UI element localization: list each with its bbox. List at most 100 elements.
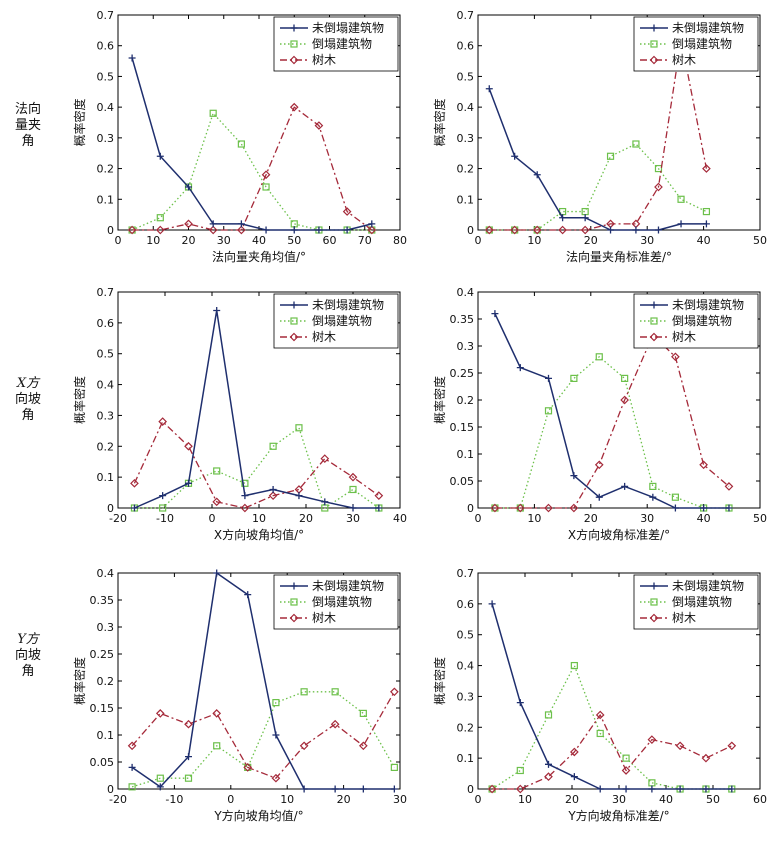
legend-marker [649,332,659,342]
x-tick-label: -10 [156,512,174,525]
data-point [390,785,398,793]
y-tick-label: 0.15 [90,702,115,715]
data-point [295,492,303,500]
data-point [209,109,217,117]
data-point [570,472,578,480]
data-point [488,600,496,608]
x-tick-label: 20 [299,512,313,525]
data-point [594,460,604,470]
data-point [622,785,630,793]
x-tick-label: 50 [706,793,720,806]
row-label-normal-angle: 法向 量夹 角 [8,102,48,150]
data-point [570,773,578,781]
series-line-3 [489,38,708,231]
data-point [330,719,340,729]
y-tick-label: 0 [107,783,114,796]
data-point [487,784,497,794]
x-tick-label: 20 [584,512,598,525]
y-axis-label: 概率密度 [432,657,447,705]
series-line-2 [489,143,707,231]
y-tick-label: 0.4 [97,379,115,392]
data-point [727,741,737,751]
y-tick-label: 0.35 [450,313,475,326]
row-label-line: Y方 [17,632,39,647]
x-tick-label: 50 [287,234,301,247]
x-tick-label: 0 [209,512,216,525]
data-point [213,569,221,577]
data-point [159,504,167,512]
data-point [262,226,270,234]
chart-panel-4: 0 10 20 30 40 50 0 0.05 0.1 0.15 0.2 0.25 0.3 0.35 0.4… [432,286,767,542]
data-point [159,492,167,500]
data-point [315,226,323,234]
series-line-1 [131,57,372,231]
x-axis-label: 法向量夹角均值/° [212,249,306,264]
series-line-3 [492,714,733,790]
y-tick-label: 0.1 [97,729,115,742]
legend-marker [290,24,298,32]
data-point [272,731,280,739]
y-tick-label: 0.4 [457,286,475,299]
x-tick-label: 20 [182,234,196,247]
data-point [184,719,193,729]
data-point [648,785,656,793]
data-point [569,503,579,513]
data-point [130,504,138,512]
legend-entry: 未倒塌建筑物 [312,578,384,593]
data-point [237,220,245,228]
x-tick-label: 10 [527,512,541,525]
data-point [244,591,252,599]
y-tick-label: 0.2 [457,163,475,176]
data-point [213,307,221,315]
x-axis-label: X方向坡角标准差/° [568,527,670,542]
legend-marker [289,332,299,342]
data-point [243,763,253,772]
data-point [184,774,193,782]
x-tick-label: 70 [358,234,372,247]
legend-entry: 倒塌建筑物 [312,594,372,609]
series-line-3 [133,420,380,509]
data-point [342,207,352,216]
y-tick-label: 0.3 [457,340,475,353]
x-tick-label: 0 [115,234,122,247]
row-label-line: 向坡 [14,392,41,407]
row-label-line: 法向 [14,102,41,117]
y-tick-label: 0.5 [457,629,475,642]
data-point [213,742,221,750]
data-point [320,454,330,463]
data-point [677,220,685,228]
data-point [212,709,222,718]
legend-marker [290,40,298,48]
data-point [544,711,553,719]
data-point [209,220,217,228]
legend-marker [290,598,298,606]
data-point [632,226,640,234]
x-tick-label: 0 [475,793,482,806]
y-tick-label: 0.4 [457,101,475,114]
legend-marker [290,317,298,325]
y-axis-label: 概率密度 [72,376,87,424]
x-tick-label: 40 [393,512,407,525]
data-point [631,219,641,229]
legend-entry: 未倒塌建筑物 [312,297,384,312]
data-point [184,219,193,229]
x-tick-label: 30 [640,512,654,525]
data-point [390,763,398,772]
data-point [515,784,525,794]
data-point [290,226,298,234]
legend-marker [289,55,299,65]
data-point [632,140,640,148]
y-tick-label: 0.7 [457,9,475,22]
y-tick-label: 0.1 [97,193,115,206]
data-point [213,467,221,475]
data-point [300,688,308,696]
data-point [348,472,358,482]
x-tick-label: 0 [227,793,234,806]
data-point [300,785,308,793]
data-point [295,424,303,432]
